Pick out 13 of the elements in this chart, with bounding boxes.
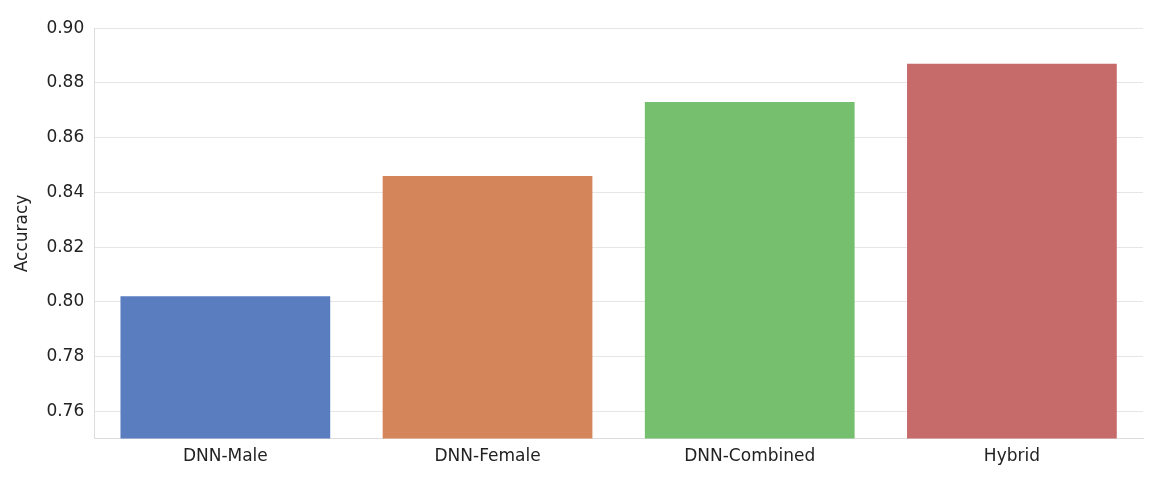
y-tick-label: 0.86	[46, 126, 85, 147]
y-tick-label: 0.90	[46, 16, 85, 37]
x-tick-label: DNN-Male	[182, 445, 268, 466]
x-tick-label: Hybrid	[983, 445, 1040, 466]
y-tick-label: 0.78	[46, 344, 85, 365]
y-tick-label: 0.88	[46, 71, 85, 92]
y-tick-label: 0.76	[46, 399, 85, 420]
y-tick-label: 0.82	[46, 235, 85, 256]
y-tick-label: 0.84	[46, 180, 85, 201]
y-axis-title: Accuracy	[10, 194, 31, 273]
x-tick-label: DNN-Female	[434, 445, 541, 466]
x-tick-label: DNN-Combined	[684, 445, 816, 466]
y-tick-label: 0.80	[46, 290, 85, 311]
